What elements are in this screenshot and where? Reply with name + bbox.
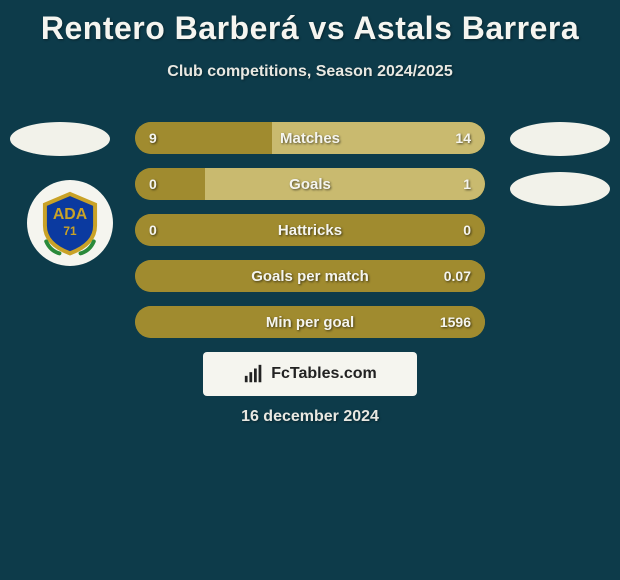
footer-brand-text: FcTables.com bbox=[271, 365, 377, 383]
stat-value-right: 14 bbox=[455, 122, 471, 154]
stat-label: Matches bbox=[135, 122, 485, 154]
stat-label: Goals per match bbox=[135, 260, 485, 292]
stat-row: 0 Goals 1 bbox=[135, 168, 485, 200]
team-left-badge-icon: ADA 71 bbox=[27, 180, 113, 266]
team-right-logo-ellipse-2 bbox=[510, 172, 610, 206]
date-text: 16 december 2024 bbox=[0, 408, 620, 426]
team-right-logo-ellipse-1 bbox=[510, 122, 610, 156]
footer-brand-box: FcTables.com bbox=[203, 352, 417, 396]
stat-row: Goals per match 0.07 bbox=[135, 260, 485, 292]
stat-value-right: 0.07 bbox=[444, 260, 471, 292]
stat-value-right: 1 bbox=[463, 168, 471, 200]
stat-label: Hattricks bbox=[135, 214, 485, 246]
svg-text:ADA: ADA bbox=[53, 206, 88, 223]
svg-text:71: 71 bbox=[63, 224, 77, 238]
stat-row: 9 Matches 14 bbox=[135, 122, 485, 154]
stats-bars: 9 Matches 14 0 Goals 1 0 Hattricks 0 Goa… bbox=[135, 122, 485, 352]
page-title: Rentero Barberá vs Astals Barrera bbox=[0, 0, 620, 47]
subtitle: Club competitions, Season 2024/2025 bbox=[0, 63, 620, 81]
stat-label: Min per goal bbox=[135, 306, 485, 338]
stat-value-right: 0 bbox=[463, 214, 471, 246]
stat-value-right: 1596 bbox=[440, 306, 471, 338]
stat-label: Goals bbox=[135, 168, 485, 200]
stat-row: Min per goal 1596 bbox=[135, 306, 485, 338]
team-left-logo-ellipse bbox=[10, 122, 110, 156]
stat-row: 0 Hattricks 0 bbox=[135, 214, 485, 246]
bar-chart-icon bbox=[243, 363, 265, 385]
